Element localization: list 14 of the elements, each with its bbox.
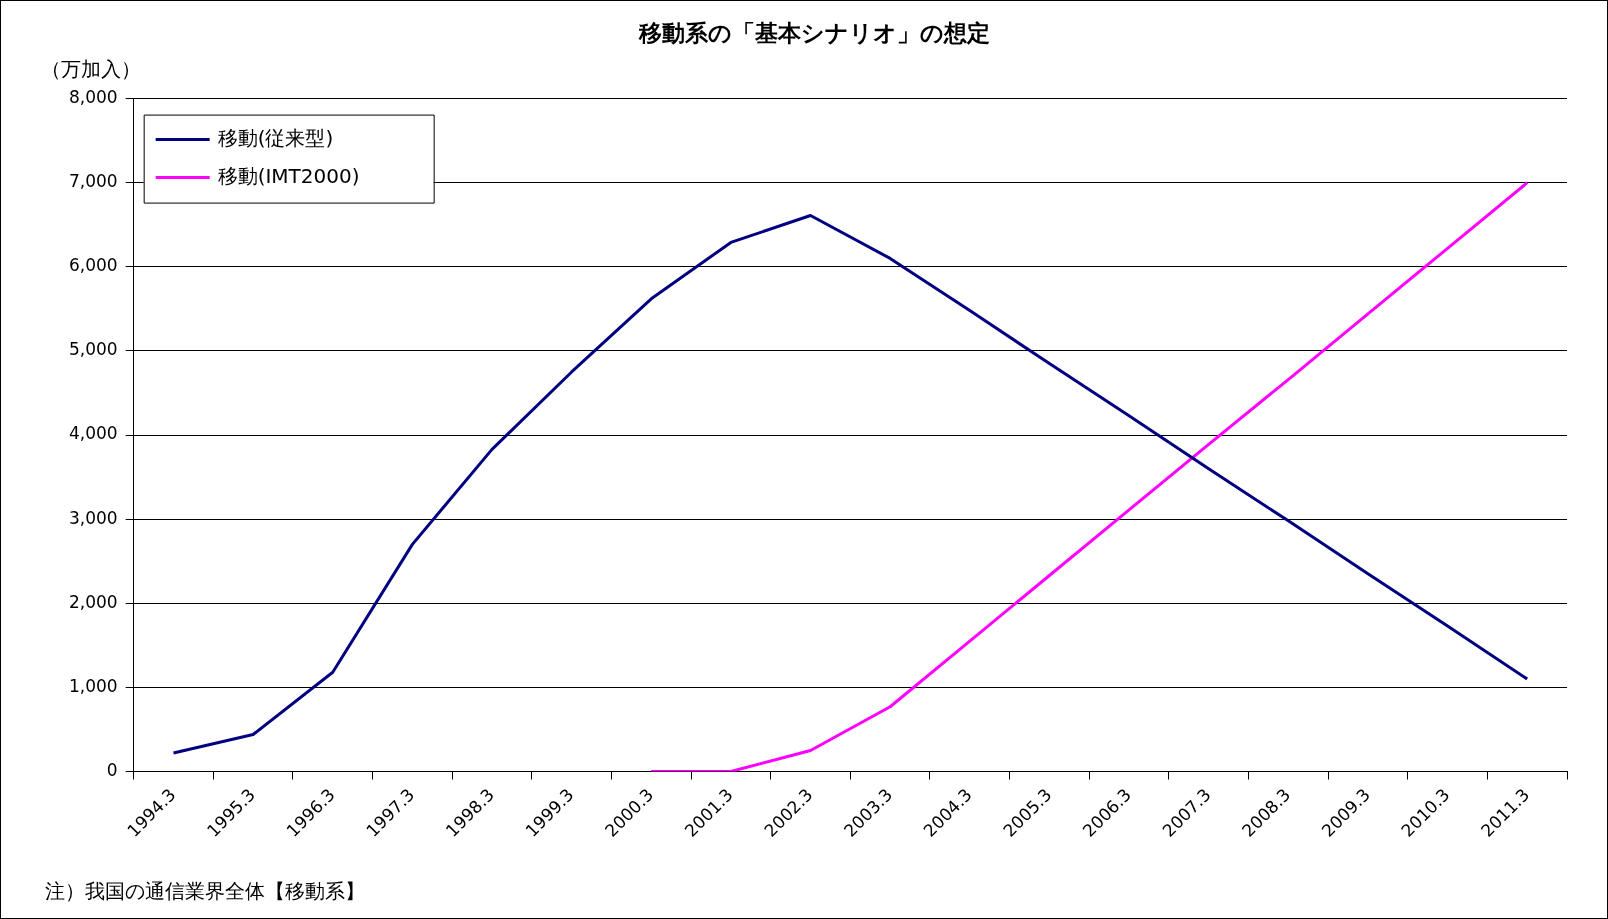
y-tick-label: 2,000 — [69, 591, 118, 612]
y-tick-label: 4,000 — [69, 423, 118, 444]
text: 注）我国の通信業界全体【移動系】 — [45, 879, 365, 904]
chart-title: 移動系の「基本シナリオ」の想定 — [637, 19, 990, 46]
y-tick-label: 0 — [106, 759, 118, 780]
y-tick-label: 8,000 — [69, 87, 118, 108]
y-axis-title: （万加入） — [41, 57, 141, 82]
y-tick-label: 1,000 — [69, 675, 118, 696]
y-tick-label: 7,000 — [69, 171, 118, 192]
legend-label: 移動(従来型) — [217, 125, 334, 150]
y-tick-label: 6,000 — [69, 255, 118, 276]
legend-label: 移動(IMT2000) — [217, 163, 360, 188]
y-tick-label: 3,000 — [69, 507, 118, 528]
y-tick-label: 5,000 — [69, 339, 118, 360]
